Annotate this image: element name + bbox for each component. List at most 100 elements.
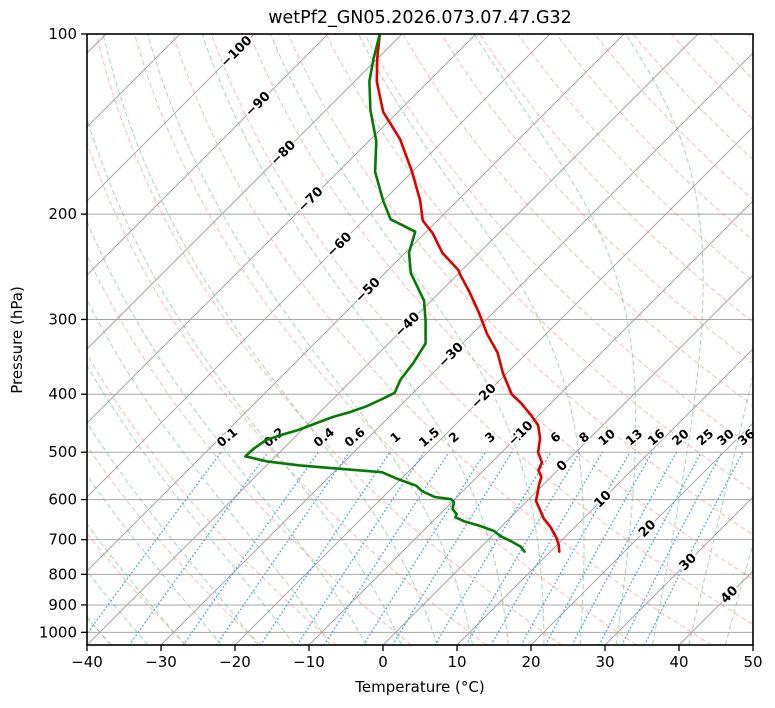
mixing-ratio-label-16: 16 [645, 426, 668, 449]
sounding-profiles [244, 34, 561, 553]
y-tick-label-800: 800 [48, 565, 77, 583]
isotherm-lines [87, 34, 753, 645]
x-tick-label--40: −40 [71, 653, 103, 671]
mixing-ratio-line-0.6 [215, 451, 350, 645]
isotherm-30 [604, 496, 753, 645]
moist-adiabat-15 [201, 34, 509, 645]
mixing-ratio-line-16 [544, 451, 653, 645]
isotherm--60 [87, 34, 551, 498]
mixing-ratio-label-3: 3 [482, 429, 498, 446]
mixing-ratio-label-0.1: 0.1 [214, 424, 241, 450]
dry-adiabat-160 [632, 34, 753, 161]
mixing-ratio-line-1 [259, 451, 391, 645]
isotherm-40 [678, 570, 753, 645]
x-axis-label: Temperature (°C) [354, 678, 484, 696]
dry-adiabat-50 [210, 34, 753, 626]
isotherm--50 [87, 34, 625, 572]
axis-ticks: −40 −30 −20 −10 0 10 20 30 40 5010020030040050060… [39, 25, 763, 671]
dry-adiabat-70 [287, 34, 753, 536]
x-tick-label-20: 20 [521, 653, 540, 671]
isotherm--90 [87, 34, 329, 276]
plot-title: wetPf2_GN05.2026.073.07.47.G32 [268, 8, 572, 28]
temperature-curve [375, 34, 561, 553]
isotherm--10 [308, 200, 753, 645]
mixing-ratio-label-36: 36 [735, 426, 758, 449]
moist-adiabat--15 [87, 364, 295, 645]
mixing-ratio-line-2 [323, 451, 450, 645]
moist-adiabat-10 [147, 34, 474, 645]
mixing-ratio-line-0.2 [128, 451, 269, 645]
isotherm--110 [87, 34, 181, 128]
isotherm--80 [87, 34, 403, 350]
isotherm-label--10: −10 [505, 418, 536, 449]
y-tick-label-400: 400 [48, 385, 77, 403]
mixing-ratio-label-1.5: 1.5 [416, 424, 443, 450]
x-tick-label-10: 10 [447, 653, 466, 671]
moist-adiabat-5 [102, 34, 438, 645]
isotherm--100 [87, 34, 255, 202]
mixing-ratio-line-1.5 [296, 451, 425, 645]
moist-adiabat-45 [724, 542, 753, 645]
isotherm-0 [382, 274, 753, 645]
moist-adiabat-20 [269, 34, 545, 645]
moist-adiabat--30 [87, 523, 186, 645]
x-tick-label-40: 40 [669, 653, 688, 671]
dry-adiabat-190 [747, 34, 753, 41]
moist-adiabat--10 [87, 298, 331, 645]
mixing-ratio-line-30 [621, 451, 723, 645]
dry-adiabat--10 [87, 353, 337, 645]
dry-adiabat-80 [325, 34, 753, 492]
dry-adiabat-110 [440, 34, 753, 365]
isotherm-label--70: −70 [295, 184, 326, 215]
isotherm-20 [530, 422, 753, 645]
mixing-ratio-label-1: 1 [387, 429, 403, 446]
isobar-lines [87, 34, 753, 633]
y-tick-label-900: 900 [48, 596, 77, 614]
x-tick-label--20: −20 [219, 653, 251, 671]
dry-adiabat-0 [87, 254, 412, 645]
mixing-ratio-label-8: 8 [576, 429, 592, 446]
moist-adiabat-lines [87, 34, 753, 645]
mixing-ratio-label-13: 13 [622, 426, 645, 449]
dry-adiabat-20 [95, 34, 562, 645]
mixing-ratio-line-0.1 [87, 451, 222, 635]
mixing-ratio-line-25 [598, 451, 702, 645]
y-tick-label-1000: 1000 [39, 623, 77, 641]
dewpoint-curve [244, 34, 526, 553]
mixing-ratio-label-0.4: 0.4 [310, 424, 337, 450]
dry-adiabat-60 [249, 34, 753, 580]
mixing-ratio-line-13 [520, 451, 631, 645]
moist-adiabat-35 [625, 34, 704, 645]
x-tick-label-30: 30 [595, 653, 614, 671]
isotherm--40 [87, 34, 699, 645]
mixing-ratio-label-0.6: 0.6 [341, 424, 368, 450]
mixing-ratio-line-6 [434, 451, 552, 645]
dry-adiabat-150 [594, 34, 753, 201]
plot-frame [86, 33, 754, 646]
dry-adiabat-10 [87, 140, 487, 645]
isotherm-label--80: −80 [268, 138, 299, 169]
mixing-ratio-line-3 [362, 451, 486, 645]
x-tick-label--30: −30 [145, 653, 177, 671]
y-tick-label-500: 500 [48, 443, 77, 461]
dry-adiabat-30 [134, 34, 637, 645]
isotherm--30 [160, 52, 753, 645]
y-tick-label-300: 300 [48, 310, 77, 328]
moist-adiabat--20 [87, 421, 259, 645]
y-tick-label-200: 200 [48, 205, 77, 223]
dry-adiabat-140 [555, 34, 753, 241]
dry-adiabat--30 [87, 532, 187, 645]
mixing-ratio-label-6: 6 [547, 428, 564, 445]
moist-adiabat-40 [688, 372, 753, 645]
isotherm--70 [87, 34, 477, 424]
mixing-ratio-line-20 [571, 451, 678, 645]
y-tick-label-700: 700 [48, 531, 77, 549]
isotherm-label--100: −100 [218, 33, 255, 70]
x-tick-label--10: −10 [293, 653, 325, 671]
moist-adiabat-30 [473, 34, 637, 645]
mixing-ratio-line-0.4 [182, 451, 319, 645]
dry-adiabat-130 [517, 34, 753, 282]
mixing-ratio-lines [87, 451, 744, 645]
